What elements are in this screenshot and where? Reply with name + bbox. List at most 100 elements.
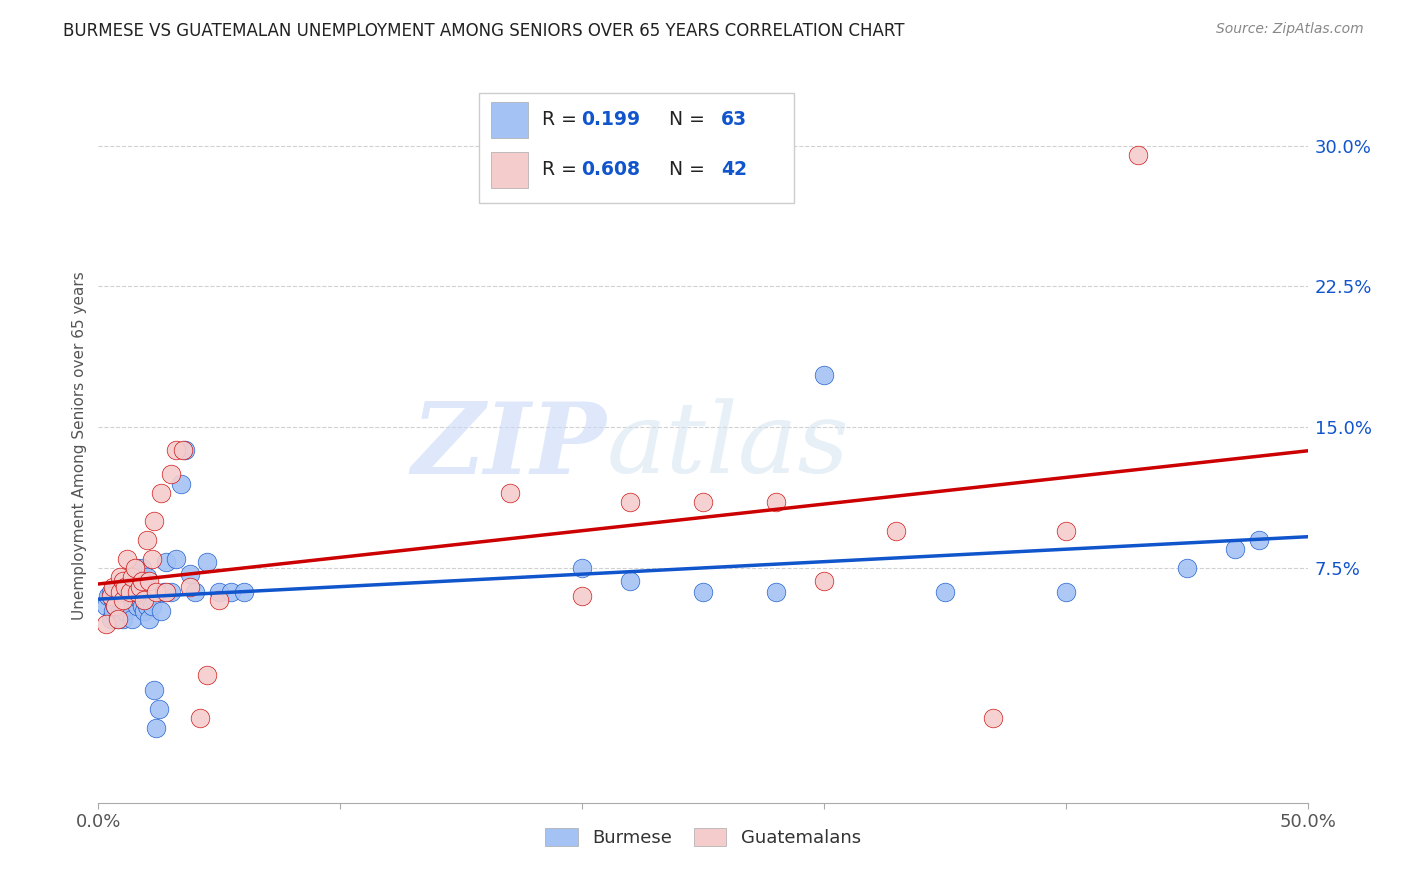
Point — [165, 442, 187, 457]
Point — [143, 683, 166, 698]
Point — [150, 486, 173, 500]
Point — [97, 589, 120, 603]
Point — [765, 585, 787, 599]
Point — [1175, 561, 1198, 575]
Point — [107, 580, 129, 594]
Point — [100, 612, 122, 626]
Point — [143, 514, 166, 528]
Point — [108, 570, 131, 584]
Point — [155, 585, 177, 599]
Point — [104, 589, 127, 603]
Point — [101, 604, 124, 618]
Point — [111, 574, 134, 589]
Point — [765, 495, 787, 509]
Point — [114, 604, 136, 618]
Point — [571, 589, 593, 603]
Point — [138, 612, 160, 626]
Point — [94, 617, 117, 632]
Point — [188, 711, 211, 725]
Text: R =: R = — [543, 161, 583, 179]
Point — [195, 668, 218, 682]
Point — [174, 442, 197, 457]
FancyBboxPatch shape — [492, 102, 527, 137]
Text: N =: N = — [657, 111, 711, 129]
Point — [571, 561, 593, 575]
Point — [121, 570, 143, 584]
Point — [108, 585, 131, 599]
Point — [813, 368, 835, 382]
Y-axis label: Unemployment Among Seniors over 65 years: Unemployment Among Seniors over 65 years — [72, 272, 87, 620]
Point — [169, 476, 191, 491]
Point — [981, 711, 1004, 725]
Point — [127, 599, 149, 613]
Point — [101, 580, 124, 594]
Point — [1249, 533, 1271, 547]
Point — [100, 589, 122, 603]
Point — [135, 599, 157, 613]
Point — [155, 556, 177, 570]
Point — [148, 702, 170, 716]
Point — [118, 580, 141, 594]
Point — [172, 442, 194, 457]
Legend: Burmese, Guatemalans: Burmese, Guatemalans — [538, 821, 868, 855]
Text: 63: 63 — [721, 111, 747, 129]
Point — [208, 585, 231, 599]
Point — [94, 599, 117, 613]
Point — [232, 585, 254, 599]
Point — [131, 574, 153, 589]
Point — [179, 580, 201, 594]
Point — [108, 604, 131, 618]
Point — [813, 574, 835, 589]
Point — [134, 604, 156, 618]
Point — [934, 585, 956, 599]
Text: atlas: atlas — [606, 399, 849, 493]
Point — [121, 589, 143, 603]
Point — [152, 585, 174, 599]
Point — [165, 551, 187, 566]
Point — [117, 593, 139, 607]
Point — [127, 585, 149, 599]
Point — [134, 574, 156, 589]
Point — [117, 551, 139, 566]
Point — [221, 585, 243, 599]
Point — [1054, 585, 1077, 599]
Text: Source: ZipAtlas.com: Source: ZipAtlas.com — [1216, 22, 1364, 37]
Point — [150, 604, 173, 618]
Point — [118, 599, 141, 613]
Point — [141, 599, 163, 613]
Point — [619, 574, 641, 589]
Point — [124, 574, 146, 589]
Point — [145, 721, 167, 735]
Point — [131, 599, 153, 613]
Text: 0.199: 0.199 — [581, 111, 640, 129]
Point — [498, 486, 520, 500]
Point — [179, 566, 201, 581]
Point — [184, 585, 207, 599]
FancyBboxPatch shape — [479, 93, 793, 203]
Point — [127, 561, 149, 575]
Point — [131, 561, 153, 575]
Point — [111, 599, 134, 613]
Point — [117, 585, 139, 599]
Point — [128, 580, 150, 594]
Point — [208, 593, 231, 607]
Point — [128, 570, 150, 584]
Point — [108, 589, 131, 603]
Point — [100, 585, 122, 599]
Text: 0.608: 0.608 — [581, 161, 640, 179]
Point — [141, 551, 163, 566]
Point — [104, 599, 127, 613]
Point — [128, 593, 150, 607]
Point — [135, 533, 157, 547]
Point — [619, 495, 641, 509]
Point — [1054, 524, 1077, 538]
Point — [124, 561, 146, 575]
FancyBboxPatch shape — [492, 152, 527, 187]
Point — [160, 467, 183, 482]
Text: R =: R = — [543, 111, 583, 129]
Point — [692, 495, 714, 509]
Point — [195, 556, 218, 570]
Point — [107, 612, 129, 626]
Point — [145, 585, 167, 599]
Text: 42: 42 — [721, 161, 747, 179]
